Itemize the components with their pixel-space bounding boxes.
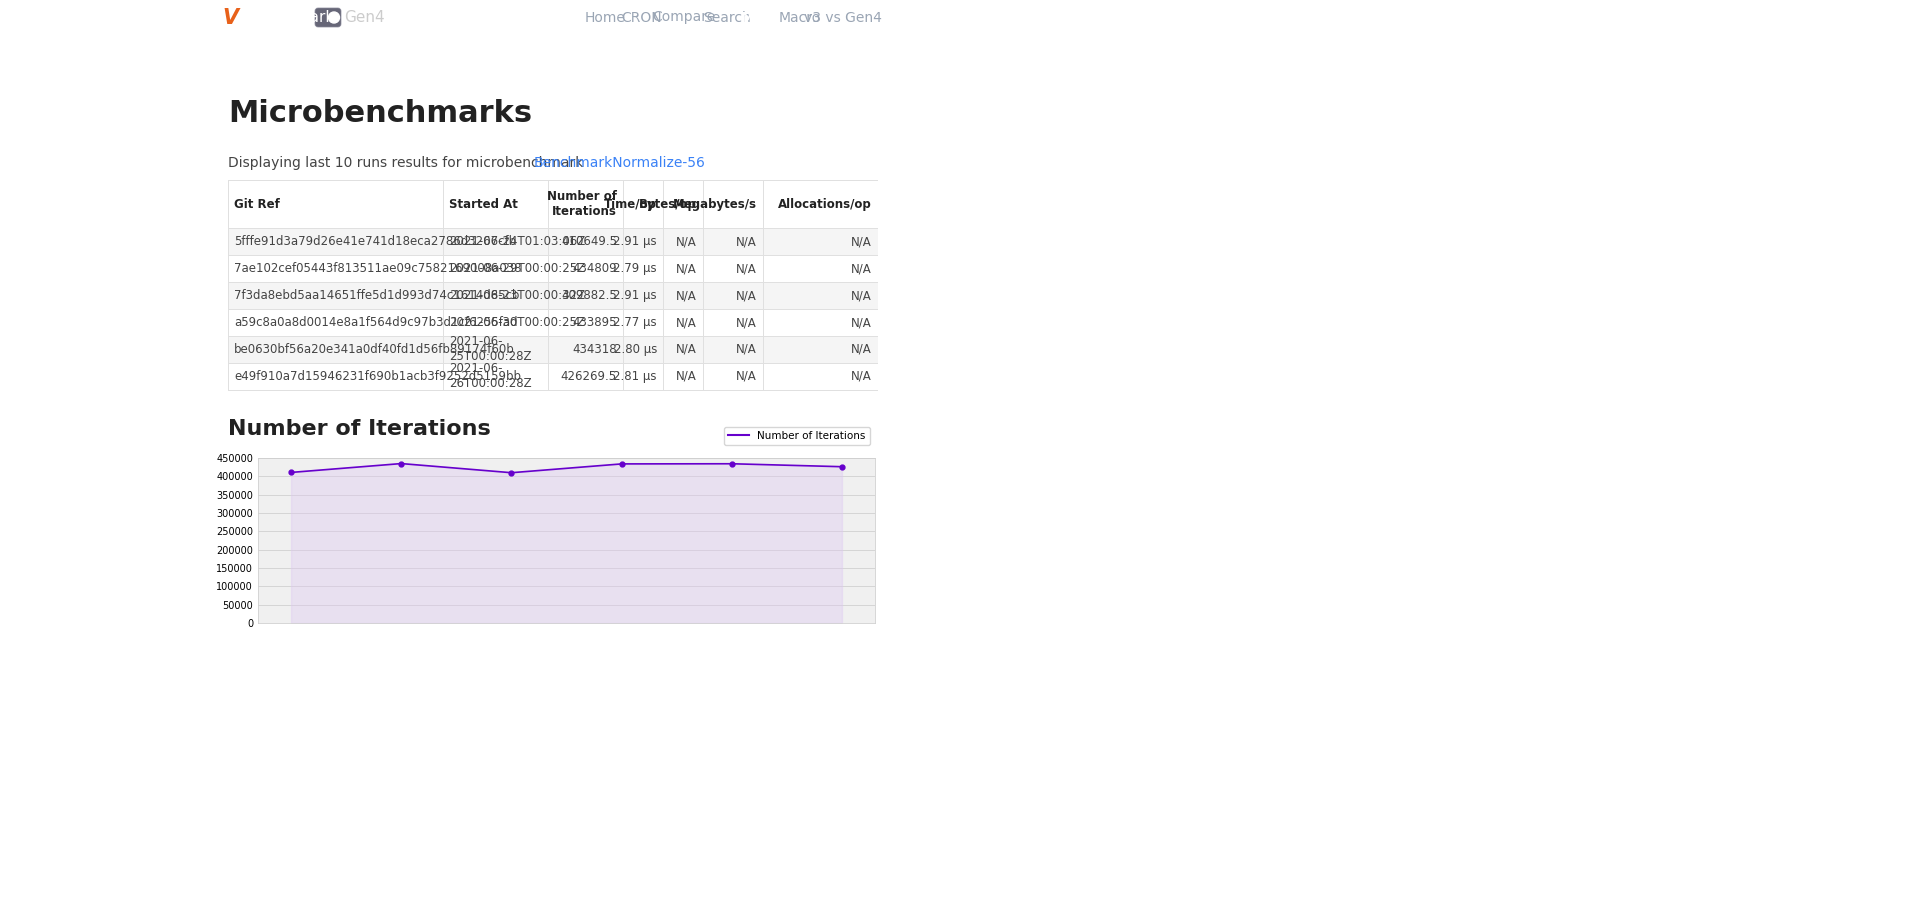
Text: Home: Home — [585, 10, 625, 25]
Text: 433895: 433895 — [572, 316, 617, 329]
Text: N/A: N/A — [735, 263, 756, 275]
Text: N/A: N/A — [735, 289, 756, 302]
Text: N/A: N/A — [735, 370, 756, 382]
Text: CRON: CRON — [621, 10, 661, 25]
Text: N/A: N/A — [676, 289, 697, 302]
Bar — [229, 363, 878, 390]
Text: 434318: 434318 — [572, 343, 617, 356]
Text: 2.80 μs: 2.80 μs — [613, 343, 657, 356]
Text: Started At: Started At — [450, 198, 518, 211]
Text: N/A: N/A — [852, 343, 872, 356]
Text: N/A: N/A — [735, 235, 756, 248]
Text: Micro: Micro — [739, 10, 783, 25]
Text: Microbenchmarks: Microbenchmarks — [229, 99, 531, 128]
Bar — [229, 255, 878, 282]
Text: 410649.5: 410649.5 — [560, 235, 617, 248]
Text: 2021-06-23T00:00:32Z: 2021-06-23T00:00:32Z — [450, 289, 585, 302]
Text: N/A: N/A — [676, 316, 697, 329]
Text: Search: Search — [703, 10, 751, 25]
Text: 2021-06-30T00:00:25Z: 2021-06-30T00:00:25Z — [450, 316, 585, 329]
Text: 2021-06-
25T00:00:28Z: 2021-06- 25T00:00:28Z — [450, 336, 531, 363]
Text: 2.91 μs: 2.91 μs — [613, 235, 657, 248]
Bar — [229, 282, 878, 309]
Text: Bytes/op: Bytes/op — [638, 198, 697, 211]
Text: N/A: N/A — [852, 370, 872, 382]
Text: Number of Iterations: Number of Iterations — [229, 418, 490, 438]
Text: N/A: N/A — [676, 343, 697, 356]
Bar — [229, 229, 878, 255]
Text: a59c8a0a8d0014e8a1f564d9c97b3d1cf6255fad: a59c8a0a8d0014e8a1f564d9c97b3d1cf6255fad — [234, 316, 518, 329]
Text: 2021-06-
26T00:00:28Z: 2021-06- 26T00:00:28Z — [450, 362, 531, 391]
Text: 409882.5: 409882.5 — [560, 289, 617, 302]
Text: Macro: Macro — [779, 10, 821, 25]
Text: 2.79 μs: 2.79 μs — [613, 263, 657, 275]
FancyBboxPatch shape — [314, 8, 341, 27]
Text: 426269.5: 426269.5 — [560, 370, 617, 382]
Text: Displaying last 10 runs results for microbenchmark: Displaying last 10 runs results for micr… — [229, 156, 587, 170]
Text: N/A: N/A — [852, 263, 872, 275]
Bar — [229, 309, 878, 336]
Text: v3 vs Gen4: v3 vs Gen4 — [804, 10, 882, 25]
Text: Compare: Compare — [652, 10, 714, 25]
Text: N/A: N/A — [676, 370, 697, 382]
Text: N/A: N/A — [852, 235, 872, 248]
Text: N/A: N/A — [676, 235, 697, 248]
Text: V: V — [221, 7, 238, 27]
Text: be0630bf56a20e341a0df40fd1d56fb89174f60b: be0630bf56a20e341a0df40fd1d56fb89174f60b — [234, 343, 514, 356]
Text: N/A: N/A — [852, 316, 872, 329]
Text: Gen4: Gen4 — [343, 10, 385, 25]
Text: 7ae102cef05443f813511ae09c7582169008a038: 7ae102cef05443f813511ae09c7582169008a038 — [234, 263, 522, 275]
Text: BenchmarkNormalize-56: BenchmarkNormalize-56 — [533, 156, 705, 170]
Text: Time/op: Time/op — [604, 198, 657, 211]
Text: N/A: N/A — [735, 343, 756, 356]
Circle shape — [328, 12, 339, 23]
Text: 5fffe91d3a79d26e41e741d18eca2786d3267cfb: 5fffe91d3a79d26e41e741d18eca2786d3267cfb — [234, 235, 516, 248]
Text: Number of
Iterations: Number of Iterations — [547, 190, 617, 219]
Text: 2.77 μs: 2.77 μs — [613, 316, 657, 329]
Text: Megabytes/s: Megabytes/s — [672, 198, 756, 211]
Text: 2.81 μs: 2.81 μs — [613, 370, 657, 382]
Text: Benchmark: Benchmark — [248, 10, 335, 25]
Text: 2021-06-24T01:03:06Z: 2021-06-24T01:03:06Z — [450, 235, 585, 248]
Text: 2021-06-29T00:00:25Z: 2021-06-29T00:00:25Z — [450, 263, 585, 275]
Text: Allocations/op: Allocations/op — [777, 198, 872, 211]
Text: Git Ref: Git Ref — [234, 198, 280, 211]
Legend: Number of Iterations: Number of Iterations — [724, 427, 869, 446]
Text: 7f3da8ebd5aa14651ffe5d1d993d74c1614d85cb: 7f3da8ebd5aa14651ffe5d1d993d74c1614d85cb — [234, 289, 518, 302]
Text: 434809: 434809 — [572, 263, 617, 275]
Bar — [229, 336, 878, 363]
Text: 2.91 μs: 2.91 μs — [613, 289, 657, 302]
Text: N/A: N/A — [735, 316, 756, 329]
Text: e49f910a7d15946231f690b1acb3f9252d5159bb: e49f910a7d15946231f690b1acb3f9252d5159bb — [234, 370, 520, 382]
Text: N/A: N/A — [676, 263, 697, 275]
Text: N/A: N/A — [852, 289, 872, 302]
